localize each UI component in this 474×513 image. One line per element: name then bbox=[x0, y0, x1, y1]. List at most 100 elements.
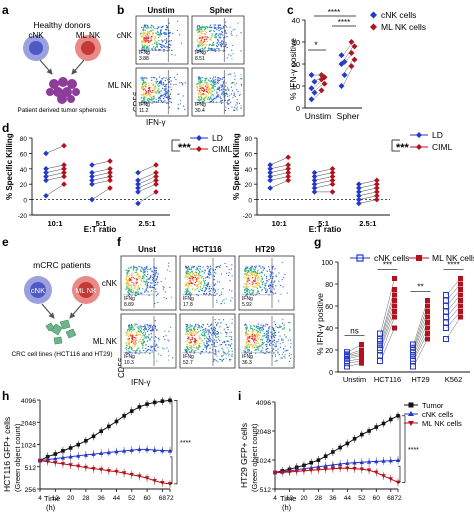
panel-letter-h: h bbox=[2, 389, 9, 403]
d-left-ld-1-0 bbox=[89, 196, 95, 203]
h-ytick-2: 1024 bbox=[21, 443, 36, 450]
c-point-1-1-3 bbox=[351, 43, 358, 50]
g-mlnk-1-1 bbox=[392, 314, 397, 320]
g-ytick-2: 40 bbox=[325, 326, 333, 333]
h-pt-2-16 bbox=[160, 481, 165, 486]
d-left-ciml-2-2 bbox=[153, 177, 159, 184]
g-mlnk-2-6 bbox=[425, 303, 430, 309]
g-mlnk-3-3 bbox=[458, 298, 463, 303]
d-left-ld-1-4 bbox=[89, 169, 95, 176]
c-pair-line-1-3 bbox=[342, 46, 354, 62]
h-pt-0-11 bbox=[122, 414, 126, 418]
i-legend-mlnk: ML NK cells bbox=[422, 419, 462, 428]
i-pt-2-13 bbox=[366, 468, 372, 473]
g-legend: cNK cells ML NK cells bbox=[350, 253, 474, 263]
g-mlnk-3-5 bbox=[458, 287, 463, 292]
g-cnk-1-0 bbox=[377, 358, 383, 364]
c-legend: cNK cells ML NK cells bbox=[370, 10, 426, 32]
d-right-ld-2-1 bbox=[356, 196, 362, 203]
h-pt-2-3 bbox=[60, 462, 66, 467]
f-row-label-mlnk: ML NK bbox=[93, 337, 118, 346]
g-mlnk-3-7 bbox=[458, 276, 463, 281]
h-line-2 bbox=[39, 460, 171, 485]
i-ytick-2: 2048 bbox=[256, 429, 271, 436]
i-pt-0-13 bbox=[367, 429, 371, 433]
d-left-pair-0-2 bbox=[45, 172, 65, 177]
cnk-patient-label: cNK bbox=[31, 286, 45, 295]
d-right-pair-1-4 bbox=[314, 172, 333, 177]
i-xtick-6: 52 bbox=[358, 495, 366, 502]
g-mlnk-0-2 bbox=[359, 356, 364, 362]
i-xtick-7: 60 bbox=[373, 495, 381, 502]
i-xtick-4: 36 bbox=[329, 495, 337, 502]
h-pt-2-15 bbox=[152, 479, 157, 484]
d-right-ld-2-5 bbox=[356, 181, 362, 187]
g-mlnk-2-1 bbox=[425, 331, 430, 336]
g-mlnk-1-2 bbox=[392, 309, 397, 314]
mlnk-patient-label: ML NK bbox=[75, 288, 96, 295]
h-pt-1-2 bbox=[53, 456, 58, 461]
d-right-legend-ciml: CIML bbox=[432, 142, 453, 152]
i-pt-2-1 bbox=[280, 470, 285, 475]
panel-letter-d: d bbox=[2, 121, 9, 135]
flow-f-r0-c1-gate-label: IFNg bbox=[183, 296, 194, 302]
d-left-xtick-0: 10:1 bbox=[47, 219, 62, 228]
h-pt-0-8 bbox=[99, 429, 103, 433]
c-point-1-1-2 bbox=[348, 50, 355, 56]
h-xtick-7: 60 bbox=[143, 495, 151, 502]
h-pt-2-13 bbox=[137, 474, 142, 479]
flow-f-r1-c1 bbox=[179, 313, 236, 369]
h-pt-2-0 bbox=[37, 458, 43, 463]
h-pt-2-9 bbox=[106, 469, 112, 474]
h-pt-0-4 bbox=[68, 446, 73, 450]
d-right-ciml-0-2 bbox=[285, 169, 291, 176]
d-right-ciml-2-4 bbox=[374, 181, 380, 187]
d-left-ciml-0-2 bbox=[61, 169, 67, 176]
cnk-donor-label: cNK bbox=[28, 31, 44, 40]
d-right-ciml-0-0 bbox=[285, 177, 291, 184]
d-left-ciml-0-0 bbox=[61, 181, 67, 187]
g-ytick-5: 100 bbox=[321, 260, 333, 267]
flow-f-r1-c0-gate-value: 10.3 bbox=[124, 360, 134, 366]
g-mlnk-2-3 bbox=[425, 320, 430, 325]
i-legend: Tumor cNK cells ML NK cells bbox=[404, 401, 462, 428]
h-pt-2-5 bbox=[76, 464, 81, 469]
g-mlnk-1-7 bbox=[392, 276, 397, 281]
d-left-ld-0-5 bbox=[43, 150, 49, 157]
d-left-ld-2-2 bbox=[135, 185, 141, 191]
i-ytick-3: 4096 bbox=[256, 400, 271, 407]
panel-letter-i: i bbox=[238, 389, 241, 403]
d-right-ytick-4: 60 bbox=[245, 151, 253, 158]
h-pt-1-14 bbox=[144, 447, 150, 452]
c-stars-unstim: * bbox=[314, 40, 318, 50]
h-xtick-4: 36 bbox=[98, 495, 106, 502]
i-ytick-0: 512 bbox=[260, 487, 272, 494]
i-bracket-outer bbox=[402, 415, 406, 483]
c-point-0-1-1 bbox=[341, 72, 348, 78]
mlnk-donor-label: ML NK bbox=[76, 31, 101, 40]
h-pt-0-7 bbox=[91, 434, 96, 439]
h-pt-2-14 bbox=[144, 476, 150, 481]
i-pt-2-12 bbox=[359, 467, 365, 472]
flow-b-r0-c1-gate-value: 8.51 bbox=[195, 56, 205, 62]
c-ytick-1: 10 bbox=[292, 82, 300, 91]
h-xtick-3: 28 bbox=[82, 495, 90, 502]
h-pt-1-8 bbox=[98, 451, 104, 456]
g-mlnk-3-6 bbox=[458, 281, 463, 287]
h-pt-1-6 bbox=[83, 452, 89, 457]
d-left-ld-0-2 bbox=[43, 173, 49, 180]
g-mlnk-3-0 bbox=[458, 314, 463, 320]
d-right-ld-2-0 bbox=[356, 200, 362, 207]
h-pt-1-11 bbox=[121, 448, 127, 453]
flow-f-r0-c2-gate-value: 5.92 bbox=[242, 302, 252, 308]
d-right-ytick-3: 40 bbox=[245, 167, 253, 174]
i-pt-1-8 bbox=[330, 462, 336, 467]
h-pt-1-12 bbox=[129, 447, 134, 452]
h-xtick-0: 4 bbox=[38, 495, 42, 502]
d-left-pair-2-2 bbox=[137, 180, 157, 189]
g-ytick-1: 20 bbox=[325, 348, 333, 355]
i-line-1 bbox=[274, 459, 399, 473]
c-ytick-2: 20 bbox=[292, 60, 300, 69]
